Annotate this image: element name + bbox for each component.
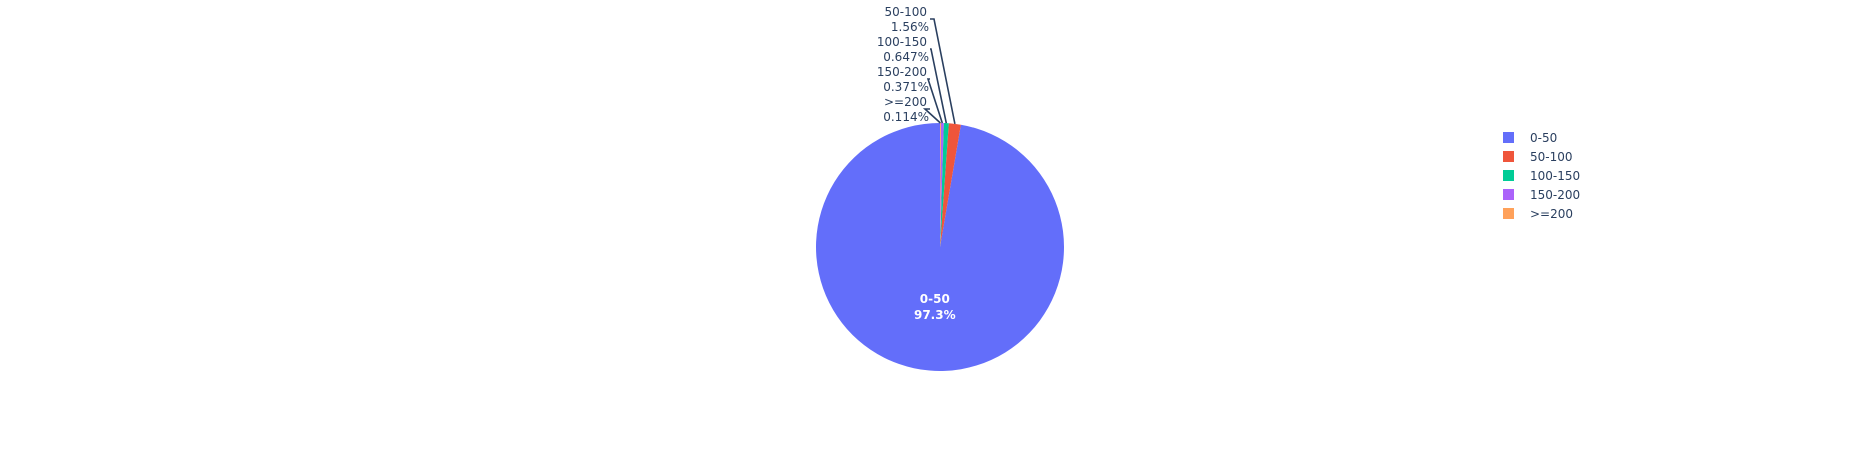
slice-label-name-150-200: 150-200 [877,65,927,79]
legend-swatch-50-100 [1503,151,1514,162]
legend-item-0-50[interactable]: 0-50 [1503,131,1557,145]
legend[interactable]: 0-50 50-100 100-150 150-200 >=200 [1503,131,1580,221]
legend-label-150-200: 150-200 [1530,188,1580,202]
pie-slice-100-150[interactable] [940,123,949,247]
slice-label-value-100-150: 0.647% [883,50,929,64]
slice-label-name-50-100: 50-100 [884,5,927,19]
leader-line-200 [922,108,941,124]
legend-label-100-150: 100-150 [1530,169,1580,183]
leader-lines [922,18,956,125]
slice-label-value-150-200: 0.371% [883,80,929,94]
leader-line-50-100 [930,18,956,125]
leader-line-100-150 [930,48,948,124]
pie-slice-150-200[interactable] [940,123,944,247]
legend-label-0-50: 0-50 [1530,131,1557,145]
legend-item-50-100[interactable]: 50-100 [1503,150,1573,164]
legend-label-50-100: 50-100 [1530,150,1573,164]
slice-label-name-200: >=200 [884,95,927,109]
slice-label-value-0-50: 97.3% [914,308,956,322]
legend-swatch-100-150 [1503,170,1514,181]
legend-swatch-0-50 [1503,132,1514,143]
slice-labels: 0-50 97.3% 50-1001.56%100-1500.647%150-200… [877,5,956,322]
slice-label-name-0-50: 0-50 [920,292,950,306]
leader-line-150-200 [926,78,944,124]
pie-slice-0-50[interactable] [816,123,1065,371]
legend-item-100-150[interactable]: 100-150 [1503,169,1580,183]
pie-slices [816,122,1065,371]
legend-label-200: >=200 [1530,207,1573,221]
pie-slice-50-100[interactable] [940,123,961,247]
legend-item-150-200[interactable]: 150-200 [1503,188,1580,202]
pie-slice-200[interactable] [940,122,941,247]
legend-swatch-150-200 [1503,189,1514,200]
slice-label-name-100-150: 100-150 [877,35,927,49]
legend-item-200[interactable]: >=200 [1503,207,1573,221]
slice-label-value-200: 0.114% [883,110,929,124]
slice-label-value-50-100: 1.56% [891,20,929,34]
legend-swatch-200 [1503,208,1514,219]
